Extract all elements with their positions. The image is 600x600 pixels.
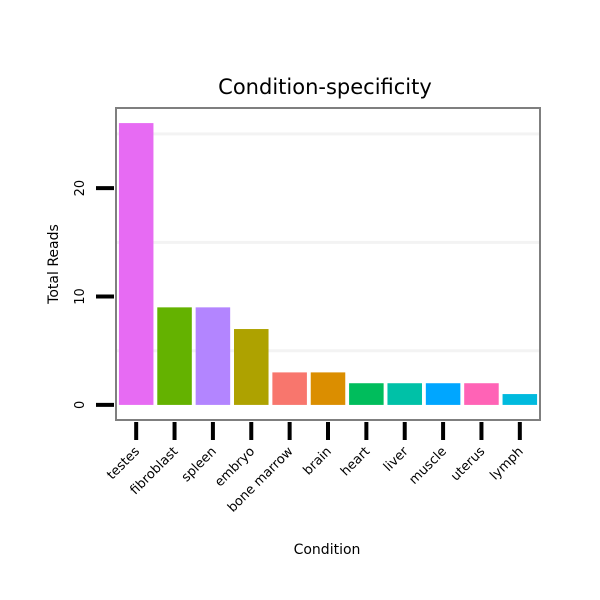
x-tick-label: muscle bbox=[406, 444, 449, 487]
bar-heart bbox=[349, 383, 384, 405]
bar-bone-marrow bbox=[272, 372, 307, 405]
bar-spleen bbox=[195, 307, 231, 405]
x-tick-label: uterus bbox=[448, 444, 488, 484]
chart-title: Condition-specificity bbox=[218, 75, 432, 99]
bar-brain bbox=[310, 372, 346, 405]
x-axis-title: Condition bbox=[294, 542, 361, 558]
y-tick-label: 0 bbox=[73, 401, 88, 409]
y-tick-label: 20 bbox=[73, 180, 88, 197]
x-tick-label: heart bbox=[338, 444, 373, 479]
bar-embryo bbox=[234, 329, 269, 405]
y-axis-title: Total Reads bbox=[46, 224, 62, 305]
bar-muscle bbox=[425, 383, 461, 405]
bar-lymph bbox=[502, 394, 538, 405]
bar-testes bbox=[118, 123, 154, 405]
y-axis-ticks: 0 10 20 bbox=[73, 180, 114, 409]
x-tick-label: lymph bbox=[487, 444, 526, 483]
bar-fibroblast bbox=[157, 307, 192, 405]
y-tick-label: 10 bbox=[73, 288, 88, 305]
bar-uterus bbox=[464, 383, 499, 405]
bars bbox=[118, 123, 538, 405]
x-tick-label: brain bbox=[301, 444, 335, 478]
bar-liver bbox=[387, 383, 422, 405]
plot-panel-border bbox=[115, 107, 541, 421]
x-tick-label: liver bbox=[381, 444, 412, 475]
